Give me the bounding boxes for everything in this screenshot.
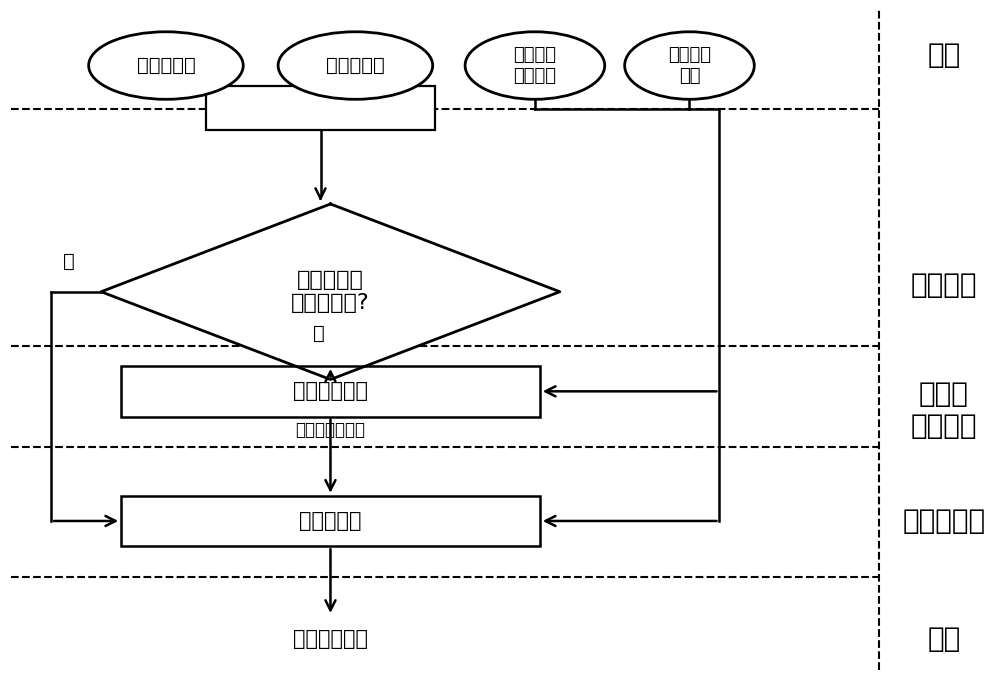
Text: 否: 否 <box>313 324 324 343</box>
FancyBboxPatch shape <box>121 366 540 417</box>
Text: 测量站
坐标估计: 测量站 坐标估计 <box>911 380 977 440</box>
Polygon shape <box>101 204 560 380</box>
Text: 测站坐标估计值: 测站坐标估计值 <box>295 421 365 439</box>
Text: 直达波信号: 直达波信号 <box>137 56 195 75</box>
Text: 流程判断: 流程判断 <box>911 271 977 299</box>
Ellipse shape <box>89 32 243 99</box>
Text: 测量站的
粗略坐标: 测量站的 粗略坐标 <box>513 46 556 85</box>
Text: 形变量估计: 形变量估计 <box>299 511 362 531</box>
Ellipse shape <box>625 32 754 99</box>
Text: 形变量估计值: 形变量估计值 <box>293 629 368 650</box>
Text: 测站坐标估计: 测站坐标估计 <box>293 381 368 401</box>
FancyBboxPatch shape <box>206 86 435 129</box>
FancyBboxPatch shape <box>121 496 540 546</box>
Text: 已获得测站
坐标估计值?: 已获得测站 坐标估计值? <box>291 270 370 313</box>
Ellipse shape <box>465 32 605 99</box>
Text: 输入: 输入 <box>927 41 960 69</box>
Text: 基准站的
坐标: 基准站的 坐标 <box>668 46 711 85</box>
Text: 形变量估计: 形变量估计 <box>902 507 985 536</box>
Text: 是: 是 <box>63 252 75 271</box>
Text: 转发器信号: 转发器信号 <box>326 56 385 75</box>
Text: 输出: 输出 <box>927 626 960 654</box>
Ellipse shape <box>278 32 433 99</box>
